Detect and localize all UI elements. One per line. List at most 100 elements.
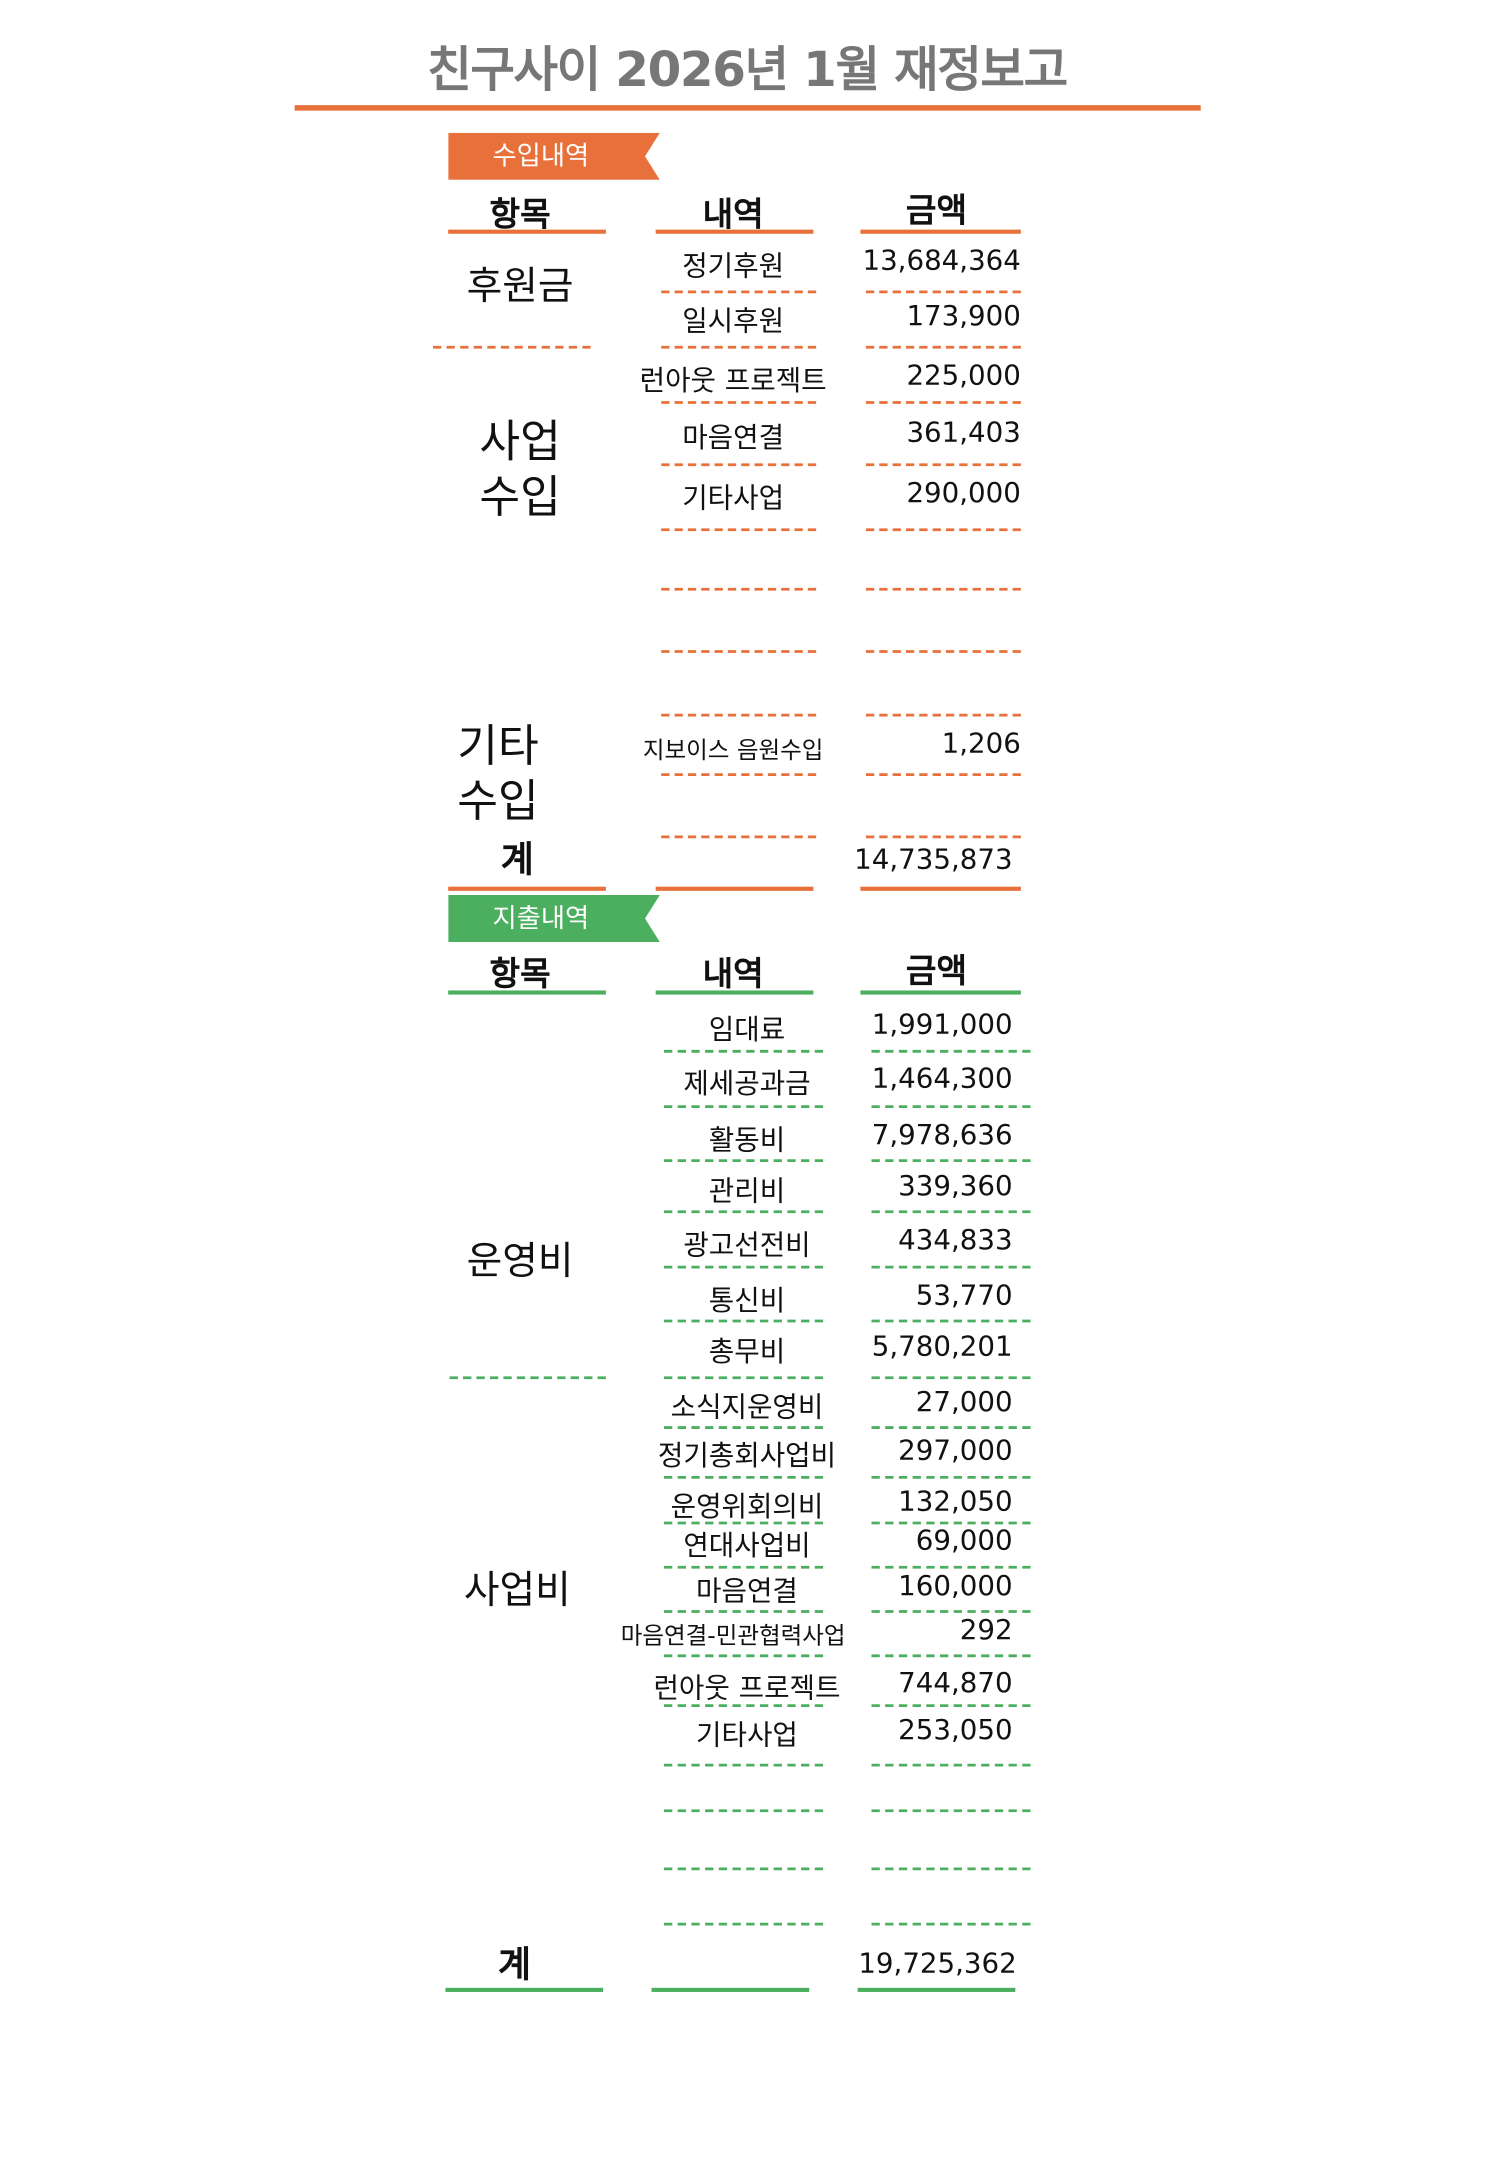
income-dashed-divider — [661, 713, 817, 717]
expense-dashed-divider — [663, 1521, 824, 1525]
income-dashed-divider — [661, 587, 817, 591]
expense-dashed-divider — [663, 1376, 824, 1380]
expense-dashed-divider — [663, 1105, 824, 1109]
expense-dashed-divider — [663, 1809, 824, 1813]
income-row-amount: 290,000 — [906, 475, 1021, 510]
income-row-detail: 정기후원 — [682, 248, 785, 283]
expense-row-detail: 제세공과금 — [683, 1066, 811, 1100]
expense-row-detail: 광고선전비 — [683, 1228, 811, 1262]
income-dashed-divider — [661, 650, 817, 653]
expense-dashed-divider — [871, 1049, 1031, 1053]
income-total-underline — [860, 886, 1021, 891]
income-total-underline — [448, 886, 606, 891]
expense-row-amount: 253,050 — [898, 1712, 1013, 1746]
expense-row-detail: 런아웃 프로젝트 — [653, 1671, 841, 1705]
expense-row-detail: 소식지운영비 — [670, 1390, 824, 1424]
expense-dashed-divider — [663, 1763, 824, 1767]
income-row-detail: 기타사업 — [682, 481, 785, 515]
expense-row-amount: 27,000 — [915, 1384, 1013, 1418]
income-row-detail: 일시후원 — [682, 304, 785, 338]
income-header-underline — [860, 229, 1021, 234]
expense-header-amount: 금액 — [905, 951, 968, 991]
expense-dashed-divider — [663, 1610, 824, 1613]
income-dashed-divider — [865, 835, 1021, 839]
expense-row-detail: 임대료 — [708, 1012, 786, 1046]
expense-row-amount: 1,464,300 — [871, 1060, 1013, 1095]
income-dashed-divider — [865, 463, 1021, 467]
expense-dashed-divider — [663, 1159, 824, 1162]
expense-row-amount: 7,978,636 — [871, 1117, 1013, 1151]
expense-dashed-divider — [663, 1426, 824, 1429]
expense-dashed-divider — [871, 1159, 1031, 1162]
expense-row-detail: 연대사업비 — [683, 1528, 811, 1562]
expense-row-detail: 정기총회사업비 — [657, 1438, 837, 1472]
income-category-business-line2: 수입 — [479, 470, 561, 523]
income-row-amount: 1,206 — [941, 726, 1021, 760]
expense-dashed-divider — [871, 1809, 1031, 1813]
expense-header-category: 항목 — [489, 954, 551, 994]
expense-dashed-divider — [663, 1210, 824, 1214]
expense-row-amount: 5,780,201 — [871, 1329, 1013, 1363]
income-total-label: 계 — [500, 839, 534, 882]
income-dashed-divider — [865, 587, 1021, 591]
expense-dashed-divider — [871, 1475, 1031, 1479]
expense-dashed-divider — [871, 1105, 1031, 1109]
expense-row-detail: 기타사업 — [696, 1718, 798, 1752]
expense-total-label: 계 — [498, 1944, 532, 1987]
expense-row-amount: 339,360 — [898, 1168, 1013, 1203]
income-dashed-divider — [865, 650, 1021, 653]
expense-dashed-divider — [663, 1475, 824, 1479]
expense-dashed-divider — [871, 1265, 1031, 1269]
income-row-amount: 13,684,364 — [862, 243, 1021, 277]
expense-dashed-divider — [663, 1319, 824, 1323]
income-row-amount: 173,900 — [906, 298, 1021, 332]
expense-dashed-divider — [871, 1610, 1031, 1613]
income-dashed-divider — [661, 345, 817, 349]
page-title: 친구사이 2026년 1월 재정보고 — [427, 42, 1068, 99]
income-dashed-divider — [865, 401, 1021, 404]
income-total-amount: 14,735,873 — [854, 842, 1013, 876]
expense-category-divider — [449, 1376, 606, 1380]
expense-row-detail: 통신비 — [708, 1283, 786, 1317]
expense-row-amount: 292 — [959, 1612, 1013, 1647]
income-header-category: 항목 — [489, 195, 551, 234]
expense-dashed-divider — [871, 1867, 1031, 1871]
expense-header-underline — [448, 990, 606, 995]
expense-dashed-divider — [871, 1565, 1031, 1569]
income-header-amount: 금액 — [905, 190, 968, 230]
expense-dashed-divider — [871, 1521, 1031, 1525]
income-category-divider — [432, 345, 591, 349]
income-dashed-divider — [661, 835, 817, 839]
expense-total-underline — [445, 1987, 604, 1992]
expense-row-amount: 744,870 — [898, 1665, 1013, 1699]
income-dashed-divider — [661, 463, 817, 467]
expense-row-detail: 관리비 — [708, 1174, 786, 1208]
income-section-tag: 수입내역 — [448, 132, 660, 180]
expense-category-business: 사업비 — [463, 1567, 571, 1613]
expense-total-underline — [857, 1987, 1016, 1992]
expense-header-detail: 내역 — [702, 954, 764, 994]
income-row-detail: 런아웃 프로젝트 — [639, 363, 827, 398]
income-dashed-divider — [661, 290, 817, 294]
income-category-other-line2: 수입 — [457, 774, 539, 828]
expense-dashed-divider — [663, 1265, 824, 1269]
expense-row-amount: 69,000 — [915, 1523, 1013, 1557]
expense-total-underline — [651, 1987, 810, 1992]
income-row-detail: 지보이스 음원수입 — [642, 737, 824, 765]
expense-row-amount: 434,833 — [898, 1222, 1013, 1257]
expense-row-detail: 활동비 — [708, 1123, 786, 1157]
expense-row-amount: 132,050 — [898, 1484, 1013, 1518]
income-header-detail: 내역 — [702, 195, 764, 234]
expense-total-amount: 19,725,362 — [858, 1946, 1017, 1980]
expense-dashed-divider — [871, 1763, 1031, 1767]
income-category-donation: 후원금 — [466, 262, 574, 309]
expense-dashed-divider — [871, 1704, 1031, 1707]
expense-row-amount: 297,000 — [898, 1433, 1013, 1467]
income-category-other-line1: 기타 — [457, 719, 539, 772]
expense-row-detail: 총무비 — [708, 1334, 786, 1369]
income-dashed-divider — [865, 528, 1021, 532]
income-row-amount: 225,000 — [906, 358, 1021, 392]
expense-dashed-divider — [871, 1426, 1031, 1429]
expense-row-detail: 운영위회의비 — [670, 1489, 824, 1524]
expense-dashed-divider — [871, 1376, 1031, 1380]
